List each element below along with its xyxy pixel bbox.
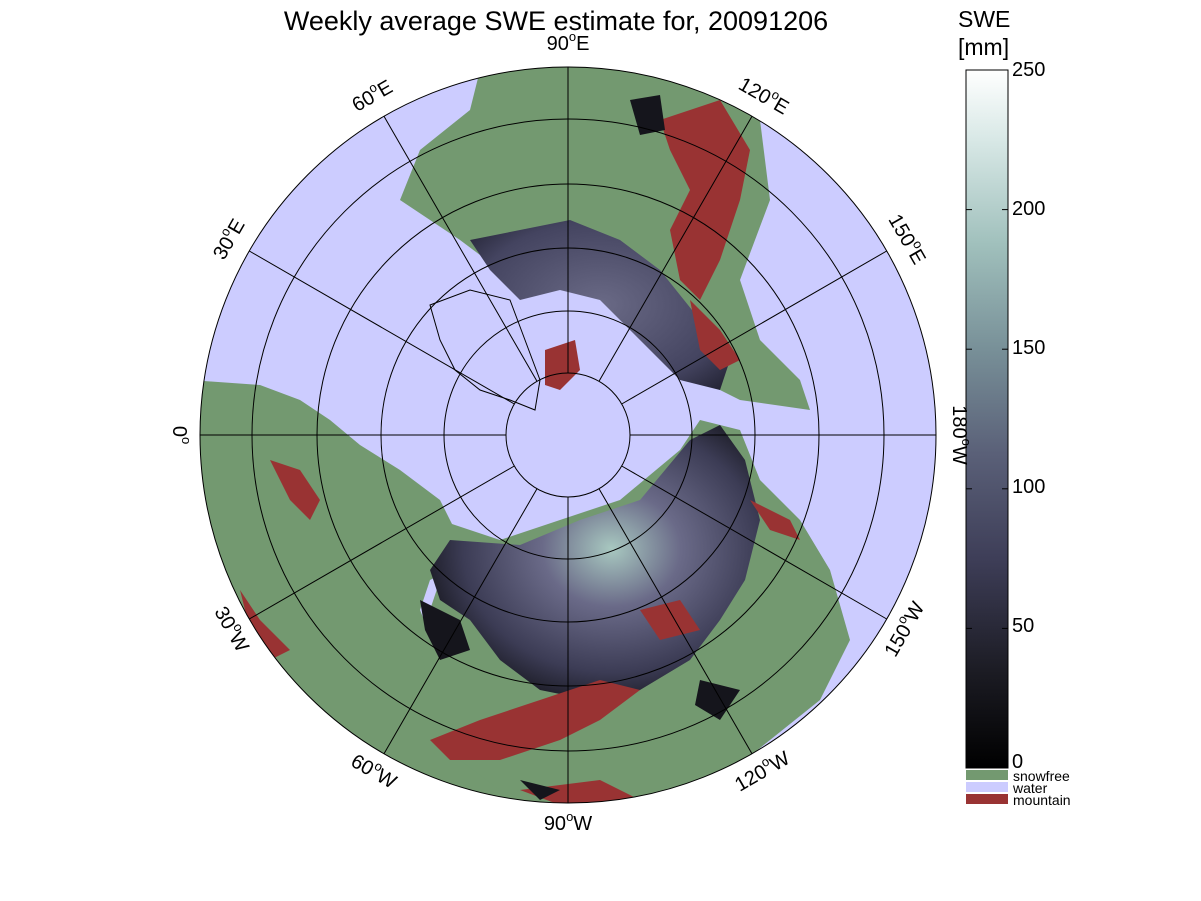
svg-text:90oE: 90oE — [547, 29, 590, 55]
longitude-label: 90oE — [547, 29, 590, 55]
mountain-regions — [240, 100, 800, 803]
colorbar — [965, 69, 1009, 769]
colorbar-tick-label: 50 — [1012, 615, 1035, 637]
colorbar-ticks — [966, 69, 1008, 769]
meridian-line — [249, 250, 515, 405]
colorbar-label-line2: [mm] — [958, 34, 1010, 60]
colorbar-label-line1: SWE — [958, 6, 1011, 32]
meridian-line — [383, 116, 538, 382]
colorbar-tick-label: 0 — [1012, 751, 1024, 773]
meridian-line — [249, 465, 515, 620]
svg-text:30oE: 30oE — [206, 213, 250, 263]
colorbar-tick-label: 200 — [1012, 198, 1046, 220]
meridian-line — [621, 250, 887, 405]
legend-swatch-mountain — [966, 794, 1008, 804]
legend-swatch-water — [966, 782, 1008, 792]
meridian-line — [598, 488, 753, 754]
legend-swatch-snowfree — [966, 770, 1008, 780]
longitude-label: 0o — [168, 426, 194, 444]
meridian-line — [598, 116, 753, 382]
svg-text:90oW: 90oW — [544, 809, 592, 835]
graticule — [199, 66, 937, 804]
longitude-label: 90oW — [544, 809, 592, 835]
legend-label-water: water — [1013, 780, 1048, 796]
svg-text:180oW: 180oW — [948, 405, 974, 465]
meridian-line — [621, 465, 887, 620]
longitude-label: 30oE — [206, 213, 250, 264]
greenland-ice — [429, 289, 541, 411]
colorbar-tick-label: 250 — [1012, 59, 1046, 81]
colorbar-tick-label: 150 — [1012, 337, 1046, 359]
map-disc — [200, 67, 936, 803]
meridian-line — [383, 488, 538, 754]
longitude-label: 180oW — [948, 405, 974, 465]
legend-label-mountain: mountain — [1013, 792, 1071, 808]
longitude-label: 60oE — [346, 73, 397, 117]
legend-label-snowfree: snowfree — [1013, 768, 1070, 784]
thin-snow-regions — [420, 95, 740, 800]
svg-text:60oE: 60oE — [346, 73, 396, 117]
svg-text:0o: 0o — [168, 426, 194, 444]
north-america-snow — [470, 220, 730, 390]
colorbar-tick-label: 100 — [1012, 476, 1046, 498]
map-title: Weekly average SWE estimate for, 2009120… — [283, 6, 829, 36]
